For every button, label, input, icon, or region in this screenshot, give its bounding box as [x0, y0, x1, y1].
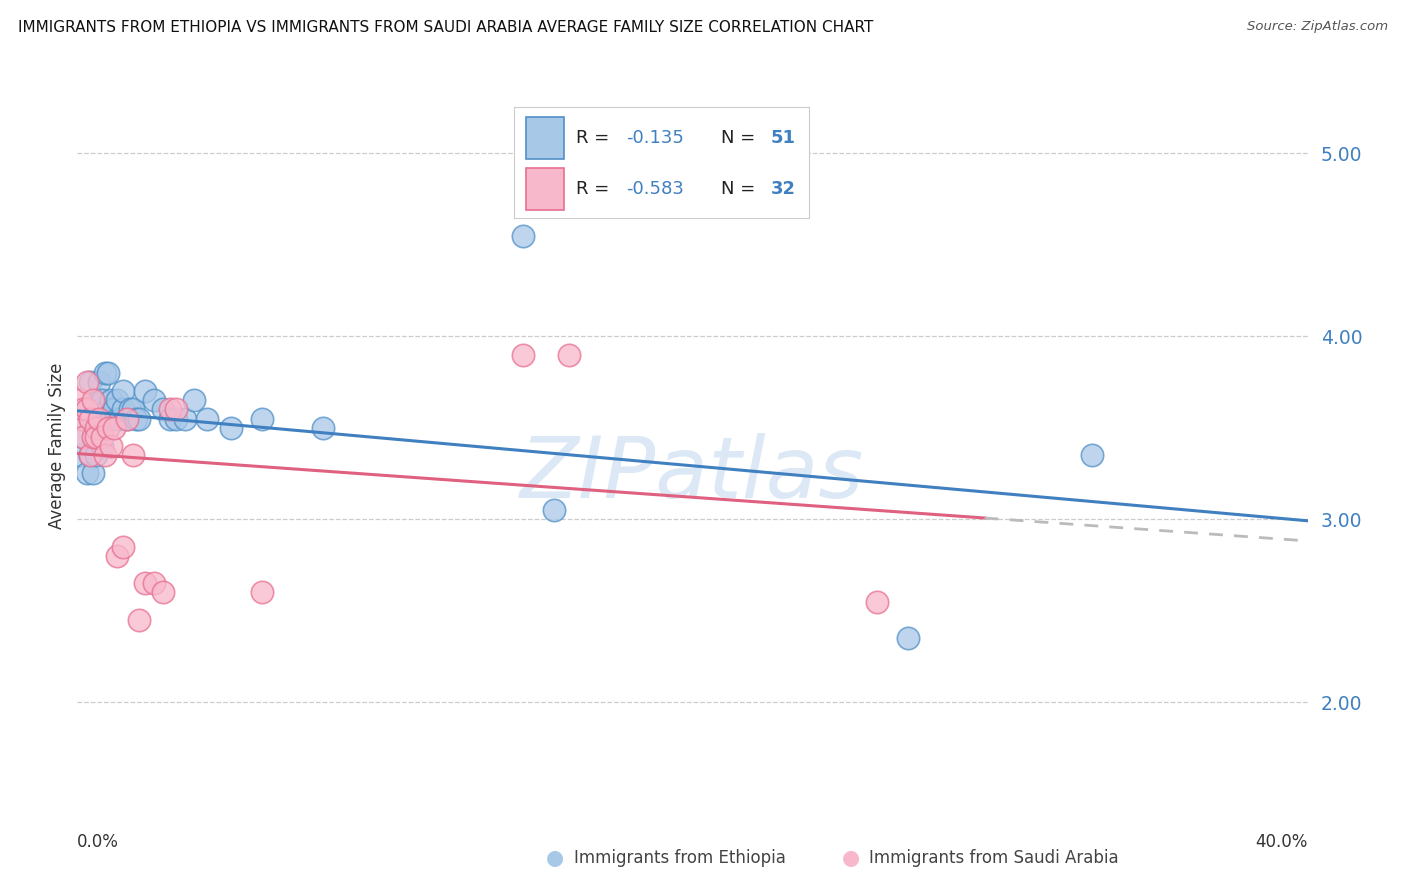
Point: [250, 585, 273, 599]
Point: [97, 420, 120, 434]
Point: [100, 393, 122, 408]
Point: [219, 420, 242, 434]
Text: IMMIGRANTS FROM ETHIOPIA VS IMMIGRANTS FROM SAUDI ARABIA AVERAGE FAMILY SIZE COR: IMMIGRANTS FROM ETHIOPIA VS IMMIGRANTS F…: [18, 20, 873, 35]
Point: [165, 402, 187, 417]
Point: [143, 393, 166, 408]
Point: [82, 402, 104, 417]
Point: [84, 420, 107, 434]
Text: 40.0%: 40.0%: [1256, 833, 1308, 851]
Point: [159, 411, 181, 425]
Point: [110, 411, 132, 425]
Point: [558, 347, 581, 361]
Point: [84, 393, 107, 408]
Y-axis label: Average Family Size: Average Family Size: [48, 363, 66, 529]
Text: ZIPatlas: ZIPatlas: [520, 433, 865, 516]
Point: [115, 411, 138, 425]
Point: [82, 430, 104, 444]
Point: [105, 549, 128, 563]
Text: ●: ●: [547, 848, 564, 868]
Point: [79, 448, 101, 462]
Point: [72, 402, 94, 417]
Point: [87, 420, 110, 434]
Point: [159, 402, 181, 417]
Point: [152, 402, 174, 417]
Point: [94, 411, 117, 425]
Point: [76, 467, 98, 481]
Point: [512, 228, 534, 243]
Text: Source: ZipAtlas.com: Source: ZipAtlas.com: [1247, 20, 1388, 33]
Point: [76, 402, 98, 417]
Point: [90, 430, 114, 444]
Point: [69, 393, 91, 408]
Point: [143, 576, 166, 591]
Point: [72, 430, 94, 444]
Point: [195, 411, 218, 425]
Point: [103, 402, 125, 417]
Point: [94, 366, 117, 380]
Point: [87, 411, 110, 425]
Point: [312, 420, 335, 434]
Point: [72, 430, 94, 444]
Point: [79, 411, 101, 425]
Point: [84, 420, 107, 434]
Point: [90, 393, 114, 408]
Point: [897, 631, 920, 645]
Point: [183, 393, 205, 408]
Point: [100, 439, 122, 453]
Text: 0.0%: 0.0%: [77, 833, 120, 851]
Point: [82, 430, 104, 444]
Point: [82, 393, 104, 408]
Point: [72, 411, 94, 425]
Point: [105, 411, 128, 425]
Point: [112, 384, 135, 398]
Point: [152, 585, 174, 599]
Point: [112, 540, 135, 554]
Point: [121, 448, 143, 462]
Point: [97, 402, 120, 417]
Point: [87, 393, 110, 408]
Point: [69, 448, 91, 462]
Point: [84, 448, 107, 462]
Point: [69, 411, 91, 425]
Text: Immigrants from Ethiopia: Immigrants from Ethiopia: [574, 849, 786, 867]
Point: [87, 375, 110, 389]
Point: [76, 402, 98, 417]
Point: [97, 366, 120, 380]
Point: [118, 402, 141, 417]
Point: [250, 411, 273, 425]
Point: [100, 411, 122, 425]
Point: [165, 411, 187, 425]
Text: Immigrants from Saudi Arabia: Immigrants from Saudi Arabia: [869, 849, 1119, 867]
Point: [112, 402, 135, 417]
Point: [76, 375, 98, 389]
Point: [115, 411, 138, 425]
Point: [174, 411, 197, 425]
Point: [94, 448, 117, 462]
Point: [84, 430, 107, 444]
Point: [512, 347, 534, 361]
Point: [128, 613, 150, 627]
Point: [134, 384, 156, 398]
Point: [82, 467, 104, 481]
Point: [128, 411, 150, 425]
Point: [543, 503, 565, 517]
Point: [125, 411, 148, 425]
Point: [134, 576, 156, 591]
Point: [90, 439, 114, 453]
Point: [866, 594, 889, 608]
Point: [79, 411, 101, 425]
Point: [121, 402, 143, 417]
Point: [1081, 448, 1104, 462]
Point: [79, 375, 101, 389]
Point: [79, 448, 101, 462]
Point: [103, 420, 125, 434]
Point: [105, 393, 128, 408]
Text: ●: ●: [842, 848, 859, 868]
